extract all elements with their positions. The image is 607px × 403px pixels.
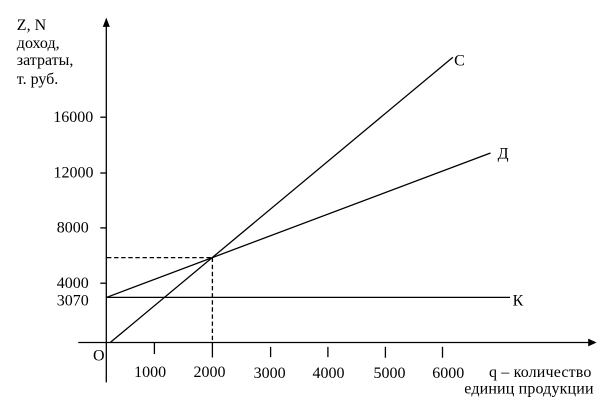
svg-text:Z, N: Z, N: [17, 17, 47, 34]
svg-text:доход,: доход,: [17, 35, 60, 52]
svg-text:Д: Д: [498, 146, 509, 163]
svg-text:q – количество: q – количество: [489, 364, 591, 381]
svg-text:2000: 2000: [194, 364, 226, 381]
svg-text:3000: 3000: [254, 365, 286, 382]
svg-text:12000: 12000: [54, 165, 94, 182]
svg-text:затраты,: затраты,: [17, 52, 74, 69]
svg-text:16000: 16000: [53, 109, 93, 126]
svg-text:5000: 5000: [374, 365, 406, 382]
svg-text:4000: 4000: [57, 275, 89, 292]
svg-text:т. руб.: т. руб.: [17, 71, 59, 88]
svg-text:6000: 6000: [432, 365, 464, 382]
svg-text:4000: 4000: [313, 365, 345, 382]
svg-text:О: О: [93, 348, 105, 365]
svg-text:8000: 8000: [57, 219, 89, 236]
svg-text:1000: 1000: [134, 364, 166, 381]
svg-text:3070: 3070: [57, 293, 89, 310]
svg-text:С: С: [454, 53, 465, 70]
svg-text:К: К: [513, 293, 524, 310]
svg-text:единиц продукции: единиц продукции: [464, 381, 594, 398]
